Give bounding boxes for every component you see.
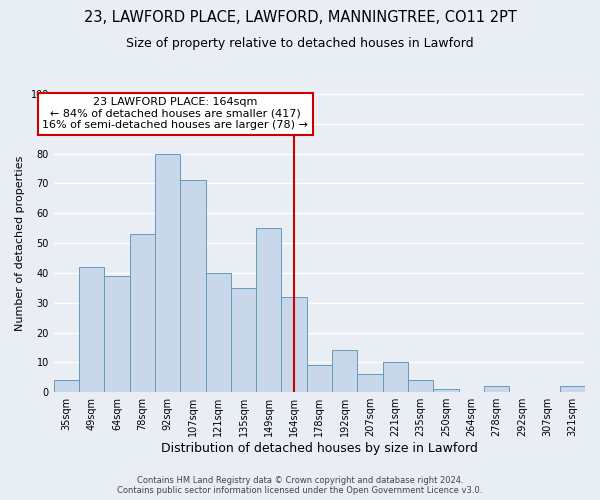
X-axis label: Distribution of detached houses by size in Lawford: Distribution of detached houses by size … — [161, 442, 478, 455]
Bar — [155, 154, 180, 392]
Bar — [484, 386, 509, 392]
Bar — [433, 389, 458, 392]
Bar — [130, 234, 155, 392]
Text: Size of property relative to detached houses in Lawford: Size of property relative to detached ho… — [126, 38, 474, 51]
Text: Contains HM Land Registry data © Crown copyright and database right 2024.
Contai: Contains HM Land Registry data © Crown c… — [118, 476, 482, 495]
Bar — [256, 228, 281, 392]
Bar — [383, 362, 408, 392]
Bar — [358, 374, 383, 392]
Bar — [560, 386, 585, 392]
Text: 23 LAWFORD PLACE: 164sqm
← 84% of detached houses are smaller (417)
16% of semi-: 23 LAWFORD PLACE: 164sqm ← 84% of detach… — [42, 97, 308, 130]
Bar — [332, 350, 358, 392]
Bar — [307, 366, 332, 392]
Bar — [104, 276, 130, 392]
Text: 23, LAWFORD PLACE, LAWFORD, MANNINGTREE, CO11 2PT: 23, LAWFORD PLACE, LAWFORD, MANNINGTREE,… — [83, 10, 517, 25]
Bar — [231, 288, 256, 392]
Bar — [408, 380, 433, 392]
Bar — [79, 267, 104, 392]
Bar — [54, 380, 79, 392]
Bar — [180, 180, 206, 392]
Bar — [206, 273, 231, 392]
Y-axis label: Number of detached properties: Number of detached properties — [15, 156, 25, 331]
Bar — [281, 297, 307, 392]
